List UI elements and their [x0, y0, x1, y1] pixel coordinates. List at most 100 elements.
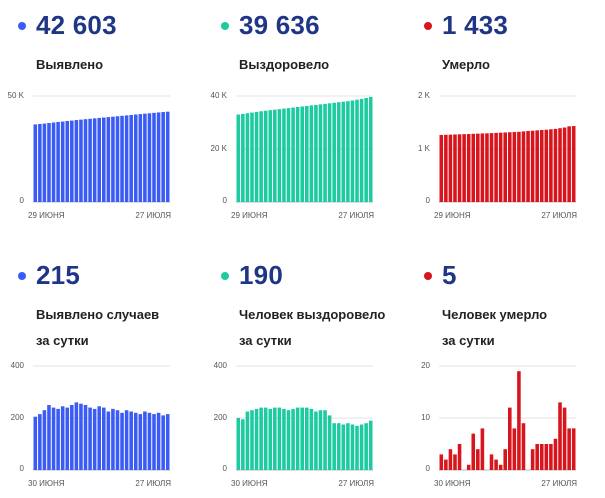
bar — [102, 117, 106, 202]
stat-label: Человек выздоровело за сутки — [239, 307, 386, 348]
bar — [466, 134, 471, 202]
bar — [318, 410, 323, 470]
bar — [332, 102, 336, 202]
stat-value: 190 — [239, 260, 283, 290]
bar — [549, 129, 553, 202]
bar — [535, 130, 539, 202]
bar — [124, 410, 129, 470]
y-tick-label: 400 — [11, 361, 25, 370]
bar — [245, 113, 250, 202]
x-start-label: 30 ИЮНЯ — [231, 479, 268, 488]
bar — [286, 410, 291, 470]
bar — [83, 405, 88, 470]
bar — [471, 433, 476, 470]
bar — [562, 407, 567, 470]
bar — [277, 407, 282, 470]
bullet-dot-icon — [424, 21, 432, 30]
bar — [147, 412, 152, 470]
bar-chart: 0 1 K 2 K 29 ИЮНЯ 27 ИЮЛЯ — [418, 91, 577, 220]
bar — [120, 115, 124, 202]
bar — [336, 423, 341, 470]
bar — [273, 109, 277, 202]
bar — [544, 129, 549, 202]
bar — [508, 132, 512, 202]
bar — [102, 407, 106, 470]
bar — [521, 131, 526, 202]
y-tick-label: 0 — [223, 196, 228, 205]
bar — [83, 119, 88, 202]
bar — [133, 114, 138, 202]
bar — [92, 408, 97, 470]
bar — [355, 99, 359, 202]
bar — [138, 414, 143, 470]
bar — [448, 449, 453, 470]
bar — [350, 100, 355, 202]
bar — [346, 101, 350, 202]
bar — [161, 112, 165, 202]
bar — [439, 134, 444, 202]
bar — [567, 126, 571, 202]
y-tick-label: 1 K — [418, 144, 431, 153]
bar — [47, 123, 51, 202]
bar — [359, 98, 364, 202]
panel-cases-daily: 215 Выявлено случаев за сутки 0 200 400 30 ИЮ… — [0, 250, 201, 498]
bar — [60, 121, 65, 202]
y-tick-label: 200 — [214, 413, 228, 422]
y-tick-label: 10 — [421, 413, 430, 422]
y-tick-label: 0 — [20, 196, 25, 205]
stat-value: 42 603 — [36, 10, 117, 40]
bar — [33, 416, 38, 470]
bar — [368, 96, 373, 202]
bar — [508, 407, 512, 470]
bar — [350, 424, 355, 470]
bar — [60, 406, 65, 470]
bar-chart: 0 200 400 30 ИЮНЯ 27 ИЮЛЯ — [11, 361, 172, 488]
bar — [165, 111, 170, 202]
panel-deaths-total: 1 433 Умерло 0 1 K 2 K 29 ИЮНЯ 27 ИЮЛЯ — [406, 0, 605, 248]
bar — [300, 407, 304, 470]
bar — [56, 408, 60, 470]
y-tick-label: 50 K — [8, 91, 25, 100]
bar — [517, 371, 521, 470]
bar — [503, 449, 507, 470]
bar — [236, 418, 241, 470]
bar — [79, 403, 83, 470]
bar — [498, 464, 503, 470]
bar — [120, 412, 124, 470]
stat-headline: 190 — [221, 260, 283, 291]
y-tick-label: 20 — [421, 361, 430, 370]
bar-chart: 0 50 K 29 ИЮНЯ 27 ИЮЛЯ — [8, 91, 172, 220]
bar — [453, 454, 457, 470]
bar — [494, 459, 498, 470]
bar — [549, 444, 553, 470]
x-start-label: 29 ИЮНЯ — [434, 211, 471, 220]
bar — [92, 118, 97, 202]
x-start-label: 30 ИЮНЯ — [28, 479, 65, 488]
stat-value: 5 — [442, 260, 457, 290]
bar — [165, 414, 170, 470]
bar — [305, 105, 309, 202]
bar — [250, 112, 254, 202]
bar — [476, 133, 480, 202]
bar — [309, 408, 314, 470]
bar — [147, 113, 152, 202]
bar — [42, 123, 47, 202]
stat-label: Человек умерло за сутки — [442, 307, 548, 348]
bar — [74, 402, 79, 470]
y-tick-label: 400 — [214, 361, 228, 370]
bar — [143, 113, 147, 202]
bar — [42, 410, 47, 470]
x-end-label: 27 ИЮЛЯ — [338, 479, 374, 488]
stat-headline: 215 — [18, 260, 80, 291]
bar — [314, 104, 318, 202]
bar — [444, 459, 448, 470]
bar — [327, 415, 332, 470]
bar — [263, 407, 268, 470]
bar — [439, 454, 444, 470]
bar — [111, 408, 115, 470]
bar — [323, 103, 327, 202]
bar — [462, 134, 466, 202]
stat-value: 39 636 — [239, 10, 320, 40]
bar-chart: 0 200 400 30 ИЮНЯ 27 ИЮЛЯ — [214, 361, 375, 488]
bar — [535, 444, 539, 470]
